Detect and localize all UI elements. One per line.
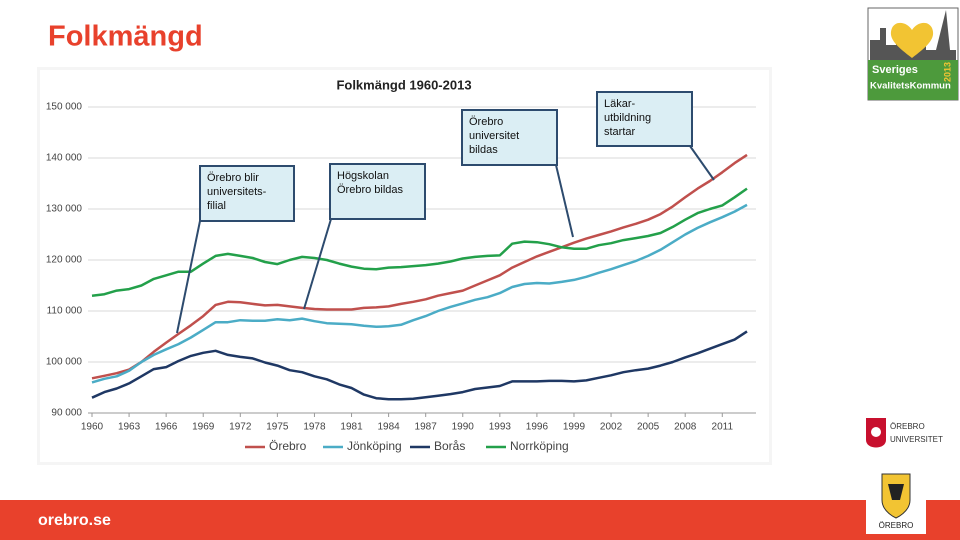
callout-text: bildas — [469, 144, 498, 156]
university-logo: ÖREBRO UNIVERSITET — [866, 418, 943, 448]
x-tick-label: 1972 — [229, 422, 252, 433]
city-logo: ÖREBRO — [866, 462, 926, 534]
x-tick-label: 1984 — [377, 422, 400, 433]
x-tick-label: 1996 — [526, 422, 549, 433]
x-tick-label: 1975 — [266, 422, 289, 433]
quality-logo: Sveriges KvalitetsKommun 2013 — [867, 7, 959, 101]
city-text: ÖREBRO — [879, 521, 914, 530]
callout-box — [199, 165, 295, 222]
series-line — [91, 187, 748, 297]
x-tick-label: 1999 — [563, 422, 586, 433]
skyline — [870, 10, 956, 60]
callout-text: filial — [207, 200, 226, 212]
university-mark — [871, 427, 881, 437]
callout-box — [596, 91, 693, 147]
callout-box — [461, 109, 558, 166]
callout-text: startar — [604, 126, 636, 138]
legend-label: Norrköping — [510, 439, 569, 453]
x-tick-label: 1981 — [340, 422, 363, 433]
logo-text: 2013 — [942, 62, 952, 82]
callout-text: Högskolan — [337, 170, 389, 182]
logo-band — [868, 60, 958, 100]
heart — [890, 22, 934, 58]
callout-box — [329, 163, 426, 220]
x-tick-label: 2011 — [712, 422, 734, 433]
logo-text: KvalitetsKommun — [870, 81, 951, 92]
callout-text: Örebro — [469, 116, 503, 128]
x-tick-label: 1978 — [303, 422, 326, 433]
callout-text: Örebro bildas — [337, 184, 404, 196]
x-tick-label: 2008 — [674, 422, 697, 433]
legend-label: Jönköping — [347, 439, 402, 453]
series-line — [91, 330, 748, 401]
y-tick-label: 90 000 — [51, 408, 82, 419]
x-tick-label: 2002 — [600, 422, 623, 433]
slide-title: Folkmängd — [48, 21, 203, 53]
y-tick-label: 150 000 — [46, 102, 83, 113]
series-line — [91, 153, 748, 380]
footer-text: orebro.se — [38, 512, 111, 529]
x-tick-label: 2005 — [637, 422, 660, 433]
callout-text: utbildning — [604, 112, 651, 124]
x-tick-label: 1987 — [415, 422, 438, 433]
callout-pointer — [689, 145, 715, 181]
x-tick-label: 1990 — [452, 422, 475, 433]
y-tick-label: 110 000 — [47, 306, 83, 317]
callout-text: universitet — [469, 130, 519, 142]
series-line — [91, 203, 748, 384]
callout-pointer — [176, 220, 201, 334]
legend-label: Borås — [434, 439, 465, 453]
university-text: UNIVERSITET — [890, 435, 943, 444]
coat-of-arms-figure — [888, 484, 904, 500]
x-tick-label: 1969 — [192, 422, 215, 433]
university-text: ÖREBRO — [890, 422, 925, 431]
callout-pointer — [303, 218, 332, 310]
legend-label: Örebro — [269, 439, 307, 453]
x-tick-label: 1966 — [155, 422, 178, 433]
logo-text: Sveriges — [872, 64, 918, 76]
chart-title: Folkmängd 1960-2013 — [336, 77, 471, 92]
x-tick-label: 1960 — [81, 422, 104, 433]
y-tick-label: 140 000 — [46, 153, 83, 164]
callout-text: Läkar- — [604, 98, 636, 110]
footer-bar — [0, 500, 960, 540]
y-tick-label: 120 000 — [46, 255, 83, 266]
callout-text: Örebro blir — [207, 172, 259, 184]
x-tick-label: 1993 — [489, 422, 512, 433]
callout-pointer — [555, 164, 574, 238]
x-tick-label: 1963 — [118, 422, 141, 433]
callout-text: universitets- — [207, 186, 267, 198]
y-tick-label: 130 000 — [46, 204, 83, 215]
y-tick-label: 100 000 — [46, 357, 83, 368]
